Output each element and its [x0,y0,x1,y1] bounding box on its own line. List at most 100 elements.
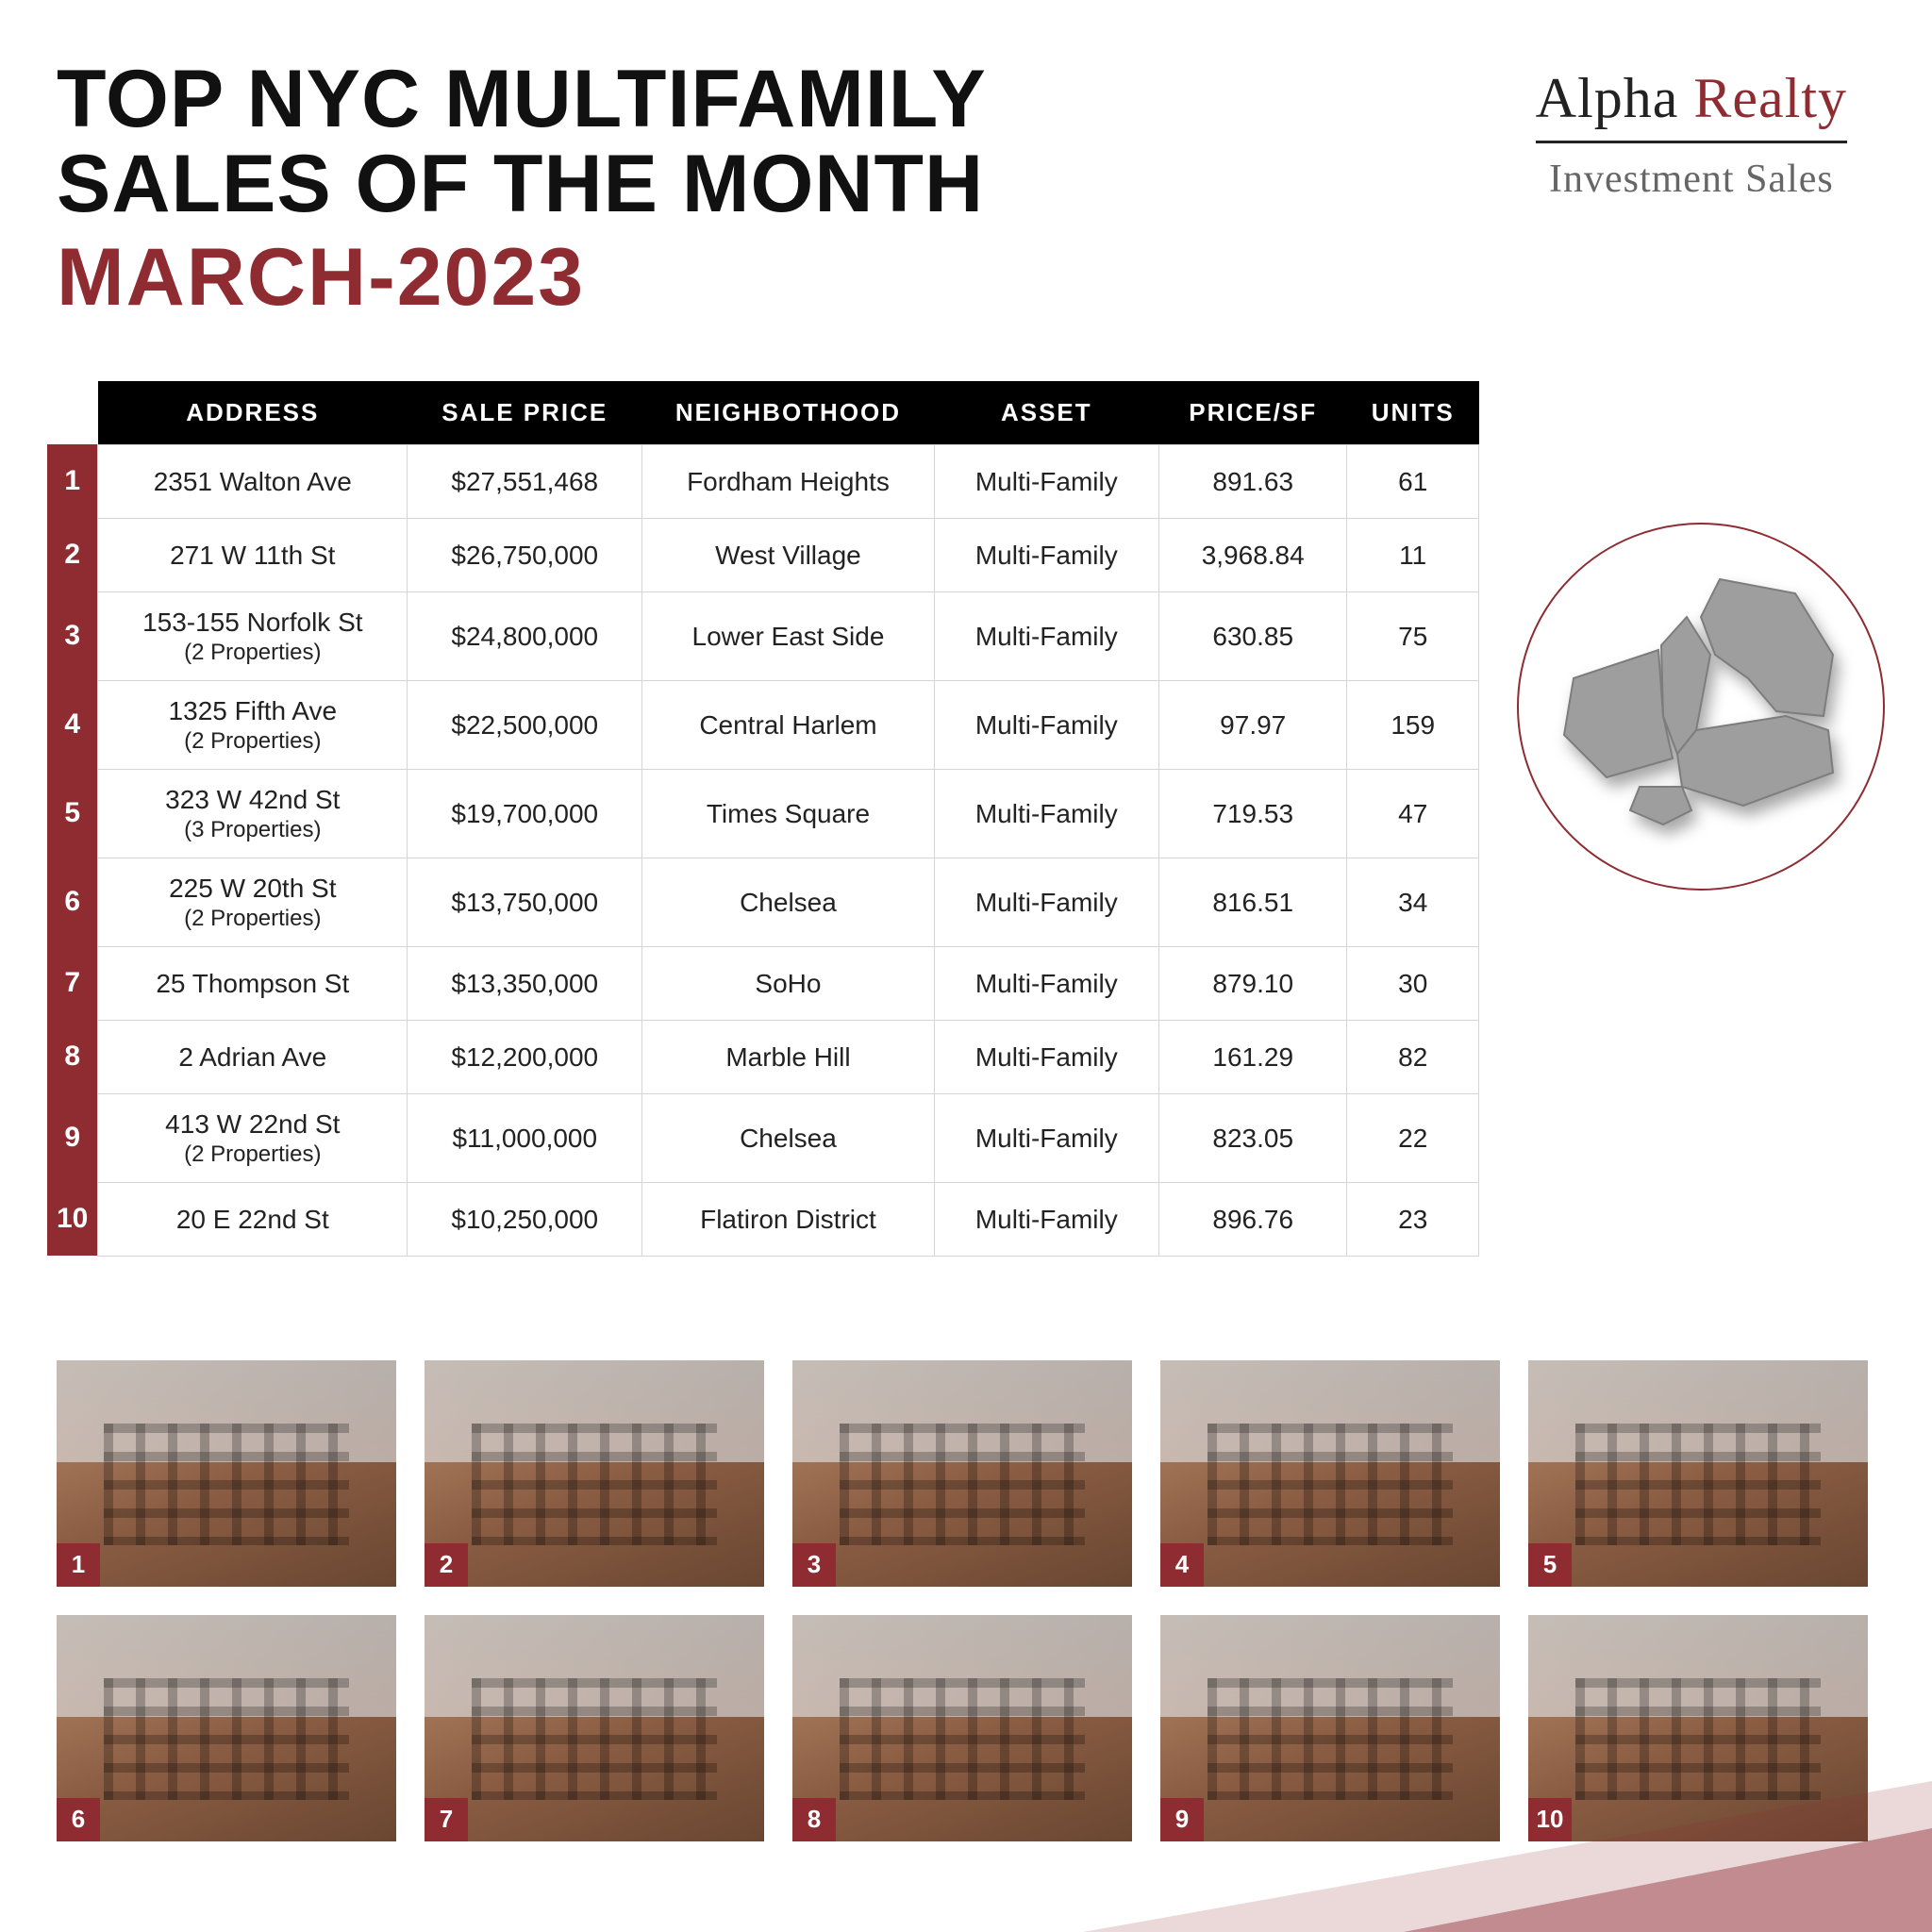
cell-price: $19,700,000 [408,769,642,858]
property-thumbnail: 4 [1160,1360,1500,1587]
brand-name-main: Alpha [1536,67,1694,129]
table-row: 82 Adrian Ave$12,200,000Marble HillMulti… [47,1020,1479,1093]
table-row: 725 Thompson St$13,350,000SoHoMulti-Fami… [47,946,1479,1020]
cell-rank: 8 [47,1020,98,1093]
table-row: 12351 Walton Ave$27,551,468Fordham Heigh… [47,444,1479,518]
cell-rank: 2 [47,518,98,591]
cell-units: 75 [1347,591,1479,680]
cell-address: 20 E 22nd St [98,1182,408,1256]
cell-price: $10,250,000 [408,1182,642,1256]
thumbnail-badge: 1 [57,1543,100,1587]
cell-pricesf: 879.10 [1159,946,1347,1020]
table-row: 6225 W 20th St(2 Properties)$13,750,000C… [47,858,1479,946]
cell-asset: Multi-Family [934,444,1158,518]
table-body: 12351 Walton Ave$27,551,468Fordham Heigh… [47,444,1479,1256]
cell-rank: 6 [47,858,98,946]
map-circle [1517,523,1885,891]
property-thumbnail: 2 [425,1360,764,1587]
cell-asset: Multi-Family [934,680,1158,769]
cell-rank: 7 [47,946,98,1020]
table-head: ADDRESS SALE PRICE NEIGHBOTHOOD ASSET PR… [47,381,1479,445]
cell-neighborhood: Chelsea [642,1093,934,1182]
cell-address: 1325 Fifth Ave(2 Properties) [98,680,408,769]
cell-neighborhood: Lower East Side [642,591,934,680]
cell-address: 271 W 11th St [98,518,408,591]
cell-neighborhood: Flatiron District [642,1182,934,1256]
decor-wedge-2 [1404,1828,1932,1932]
property-thumbnail: 6 [57,1615,396,1841]
cell-neighborhood: SoHo [642,946,934,1020]
cell-address: 225 W 20th St(2 Properties) [98,858,408,946]
brand-name-accent: Realty [1693,67,1847,129]
cell-units: 22 [1347,1093,1479,1182]
cell-price: $13,750,000 [408,858,642,946]
title-block: TOP NYC MULTIFAMILY SALES OF THE MONTH M… [57,57,987,325]
property-thumbnail: 8 [792,1615,1132,1841]
cell-rank: 5 [47,769,98,858]
cell-units: 82 [1347,1020,1479,1093]
cell-asset: Multi-Family [934,518,1158,591]
brand-divider [1536,141,1847,143]
cell-units: 159 [1347,680,1479,769]
cell-neighborhood: Central Harlem [642,680,934,769]
sales-table: ADDRESS SALE PRICE NEIGHBOTHOOD ASSET PR… [47,381,1479,1257]
cell-units: 30 [1347,946,1479,1020]
cell-rank: 9 [47,1093,98,1182]
title-line-1: TOP NYC MULTIFAMILY [57,57,987,142]
cell-units: 34 [1347,858,1479,946]
table-row: 1020 E 22nd St$10,250,000Flatiron Distri… [47,1182,1479,1256]
cell-address: 153-155 Norfolk St(2 Properties) [98,591,408,680]
thumbnail-badge: 8 [792,1798,836,1841]
cell-units: 11 [1347,518,1479,591]
content-row: ADDRESS SALE PRICE NEIGHBOTHOOD ASSET PR… [0,362,1932,1257]
cell-asset: Multi-Family [934,591,1158,680]
subtitle-month: MARCH-2023 [57,231,987,325]
col-units: UNITS [1347,381,1479,445]
brand-name: Alpha Realty [1536,66,1847,131]
cell-pricesf: 719.53 [1159,769,1347,858]
cell-price: $24,800,000 [408,591,642,680]
cell-address: 413 W 22nd St(2 Properties) [98,1093,408,1182]
cell-pricesf: 630.85 [1159,591,1347,680]
col-address: ADDRESS [98,381,408,445]
cell-asset: Multi-Family [934,1093,1158,1182]
cell-neighborhood: Marble Hill [642,1020,934,1093]
cell-price: $26,750,000 [408,518,642,591]
table-row: 5323 W 42nd St(3 Properties)$19,700,000T… [47,769,1479,858]
cell-neighborhood: Times Square [642,769,934,858]
cell-rank: 4 [47,680,98,769]
cell-units: 47 [1347,769,1479,858]
thumbnail-badge: 4 [1160,1543,1204,1587]
cell-address: 323 W 42nd St(3 Properties) [98,769,408,858]
brand-subline: Investment Sales [1536,157,1847,202]
cell-price: $27,551,468 [408,444,642,518]
cell-units: 23 [1347,1182,1479,1256]
thumbnail-grid: 12345678910 [0,1257,1932,1841]
table-row: 2271 W 11th St$26,750,000West VillageMul… [47,518,1479,591]
cell-rank: 3 [47,591,98,680]
col-pricesf: PRICE/SF [1159,381,1347,445]
cell-neighborhood: West Village [642,518,934,591]
col-price: SALE PRICE [408,381,642,445]
property-thumbnail: 5 [1528,1360,1868,1587]
cell-address: 2351 Walton Ave [98,444,408,518]
header-row: TOP NYC MULTIFAMILY SALES OF THE MONTH M… [0,0,1932,362]
cell-rank: 10 [47,1182,98,1256]
cell-units: 61 [1347,444,1479,518]
thumbnail-badge: 5 [1528,1543,1572,1587]
thumbnail-badge: 3 [792,1543,836,1587]
cell-pricesf: 3,968.84 [1159,518,1347,591]
col-asset: ASSET [934,381,1158,445]
brand-block: Alpha Realty Investment Sales [1536,57,1847,202]
cell-price: $11,000,000 [408,1093,642,1182]
cell-asset: Multi-Family [934,858,1158,946]
cell-pricesf: 97.97 [1159,680,1347,769]
cell-price: $12,200,000 [408,1020,642,1093]
table-row: 41325 Fifth Ave(2 Properties)$22,500,000… [47,680,1479,769]
cell-rank: 1 [47,444,98,518]
property-thumbnail: 1 [57,1360,396,1587]
thumbnail-badge: 7 [425,1798,468,1841]
property-thumbnail: 7 [425,1615,764,1841]
cell-address: 25 Thompson St [98,946,408,1020]
cell-pricesf: 816.51 [1159,858,1347,946]
